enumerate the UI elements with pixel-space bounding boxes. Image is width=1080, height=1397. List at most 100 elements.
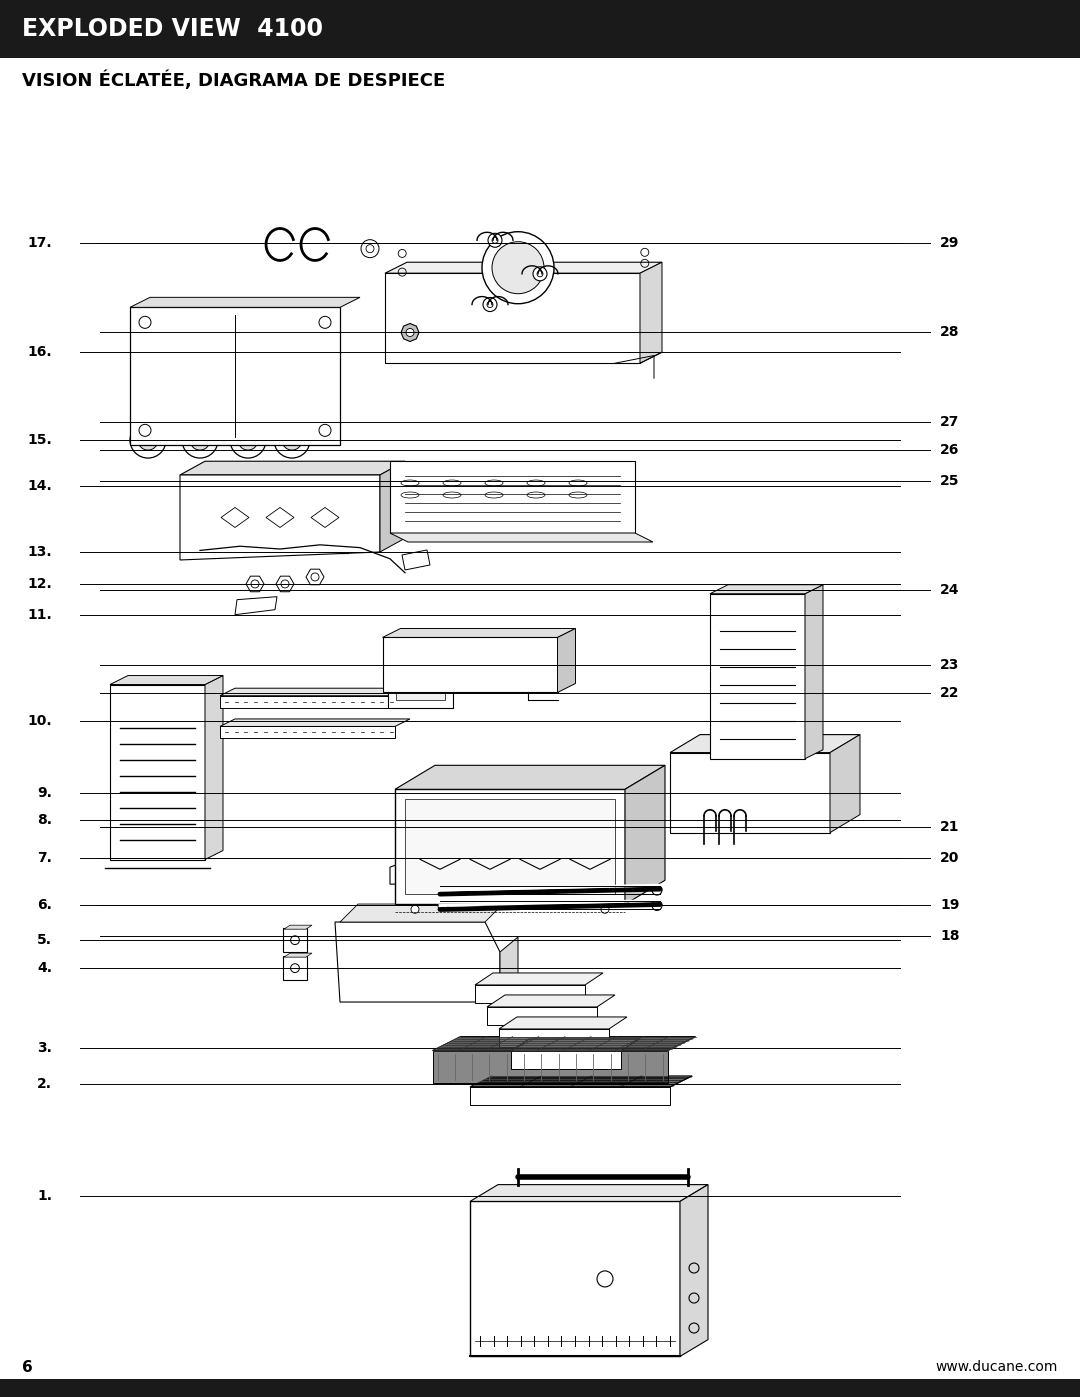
Polygon shape [306,569,324,585]
Polygon shape [395,766,665,789]
Text: EXPLODED VIEW  4100: EXPLODED VIEW 4100 [22,17,323,41]
Circle shape [600,905,609,914]
Polygon shape [284,925,312,929]
Circle shape [238,430,258,450]
Polygon shape [710,585,823,594]
Circle shape [197,437,203,443]
Polygon shape [511,1051,621,1069]
Polygon shape [390,534,653,542]
Text: 6: 6 [22,1359,32,1375]
Circle shape [145,437,151,443]
Polygon shape [246,576,264,592]
Polygon shape [432,1037,696,1051]
Polygon shape [680,1185,708,1356]
Text: 16.: 16. [27,345,52,359]
Text: 12.: 12. [27,577,52,591]
Text: 21: 21 [940,820,959,834]
Circle shape [488,233,502,247]
Bar [0,0,1080,59]
Polygon shape [405,799,615,894]
Polygon shape [670,735,860,753]
Polygon shape [340,904,503,922]
Polygon shape [395,664,445,700]
Polygon shape [475,985,585,1003]
Polygon shape [303,539,318,550]
Polygon shape [435,851,448,884]
Polygon shape [470,1076,692,1087]
Polygon shape [388,648,464,655]
Circle shape [274,422,310,458]
Text: 19: 19 [940,898,959,912]
Polygon shape [382,629,576,637]
Circle shape [183,422,218,458]
Polygon shape [130,307,340,446]
Polygon shape [470,1201,680,1356]
Polygon shape [625,766,665,904]
Polygon shape [670,753,831,833]
Text: www.ducane.com: www.ducane.com [935,1361,1058,1375]
Polygon shape [710,594,805,759]
Text: 8.: 8. [37,813,52,827]
Text: 6.: 6. [37,898,52,912]
Polygon shape [258,543,272,555]
Polygon shape [831,735,860,833]
Circle shape [534,267,546,281]
Circle shape [361,240,379,257]
Circle shape [406,328,414,337]
Polygon shape [180,461,405,475]
Text: 7.: 7. [37,851,52,865]
Polygon shape [805,585,823,759]
Polygon shape [470,1087,670,1105]
Polygon shape [487,995,615,1007]
Circle shape [130,422,166,458]
Circle shape [190,430,210,450]
Text: 25: 25 [940,474,959,488]
Text: 1.: 1. [37,1189,52,1203]
Text: 24: 24 [940,583,959,597]
Circle shape [192,542,208,559]
Text: VISION ÉCLATÉE, DIAGRAMA DE DESPIECE: VISION ÉCLATÉE, DIAGRAMA DE DESPIECE [22,70,445,89]
Text: 29: 29 [940,236,959,250]
Polygon shape [640,263,662,363]
Polygon shape [511,1039,639,1051]
Text: 26: 26 [940,443,959,457]
Polygon shape [380,461,405,552]
Text: 23: 23 [940,658,959,672]
Polygon shape [235,597,276,615]
Bar [0,1379,1080,1397]
Text: 11.: 11. [27,608,52,622]
Text: 10.: 10. [27,714,52,728]
Circle shape [483,298,497,312]
Polygon shape [388,655,453,708]
FancyBboxPatch shape [283,956,307,981]
Circle shape [411,905,419,914]
Polygon shape [499,1017,627,1030]
Polygon shape [220,719,410,726]
Polygon shape [487,1007,597,1025]
Text: 18: 18 [940,929,959,943]
Polygon shape [432,1051,667,1083]
Text: 28: 28 [940,326,959,339]
Polygon shape [284,953,312,957]
Circle shape [230,422,266,458]
Polygon shape [180,475,380,560]
Text: 27: 27 [940,415,959,429]
Polygon shape [470,1185,708,1201]
Polygon shape [220,726,395,739]
Polygon shape [557,629,576,693]
Polygon shape [382,637,557,693]
Polygon shape [110,676,222,685]
Polygon shape [384,274,640,363]
Circle shape [289,437,295,443]
Circle shape [245,437,251,443]
Text: 4.: 4. [37,961,52,975]
Text: 2.: 2. [37,1077,52,1091]
Polygon shape [276,576,294,592]
Circle shape [492,242,544,293]
Circle shape [438,886,448,895]
Polygon shape [335,922,500,1002]
Circle shape [652,886,662,895]
Text: 5.: 5. [37,933,52,947]
Text: 9.: 9. [37,787,52,800]
Text: 15.: 15. [27,433,52,447]
